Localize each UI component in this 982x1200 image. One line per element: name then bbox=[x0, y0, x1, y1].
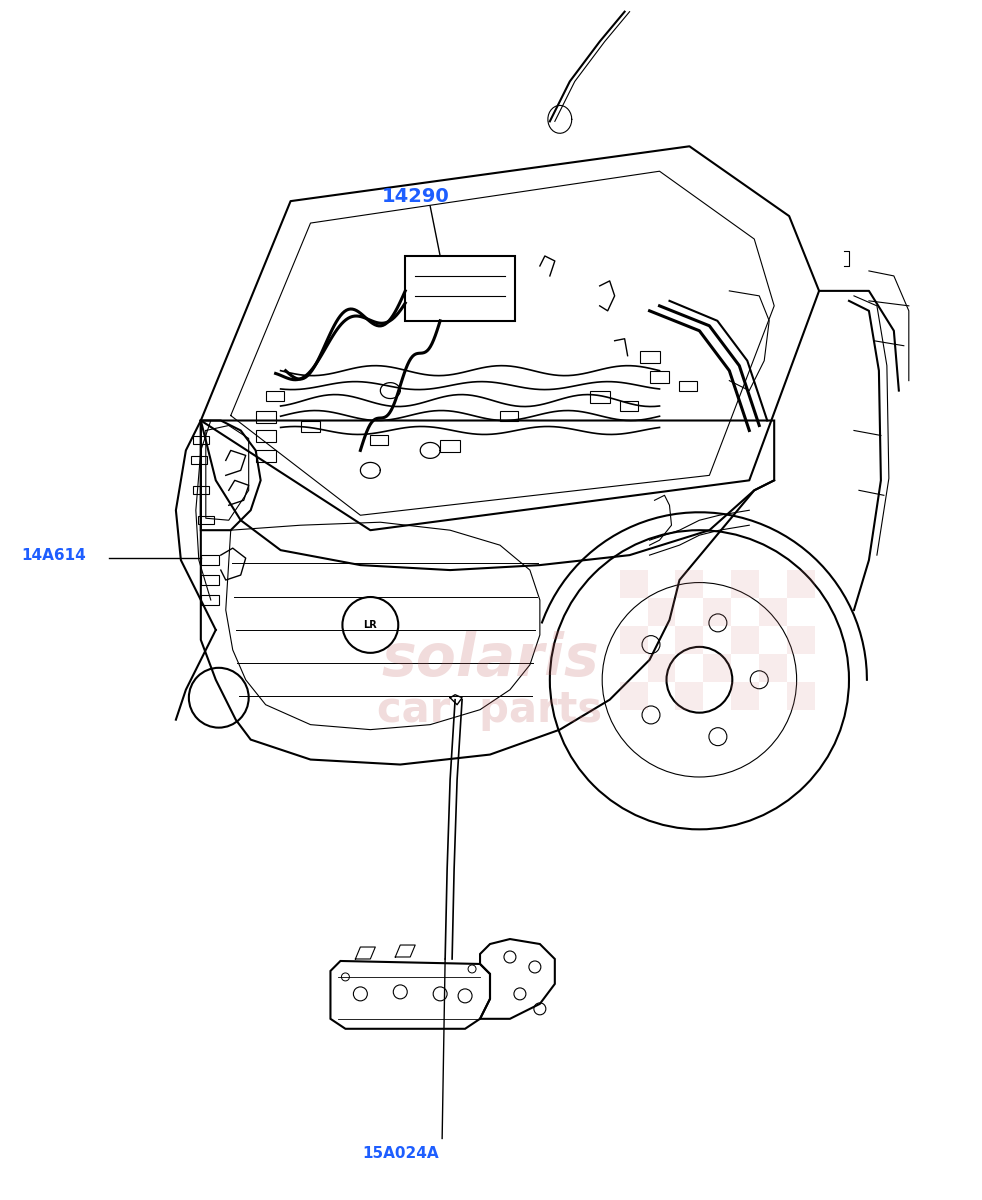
Bar bbox=[620, 570, 647, 598]
Bar bbox=[703, 654, 732, 682]
Text: 14A614: 14A614 bbox=[22, 547, 86, 563]
Bar bbox=[649, 371, 670, 383]
Bar bbox=[201, 556, 219, 565]
Bar bbox=[406, 256, 515, 320]
Bar bbox=[788, 682, 815, 709]
Bar bbox=[676, 682, 703, 709]
Bar bbox=[732, 570, 759, 598]
Bar bbox=[647, 598, 676, 626]
Text: 14290: 14290 bbox=[381, 187, 449, 205]
Text: solaris: solaris bbox=[381, 631, 599, 689]
Bar bbox=[191, 456, 207, 464]
Bar bbox=[266, 390, 284, 401]
Bar bbox=[620, 626, 647, 654]
Bar bbox=[201, 595, 219, 605]
Bar bbox=[788, 570, 815, 598]
Bar bbox=[620, 682, 647, 709]
Bar bbox=[680, 380, 697, 390]
Bar bbox=[732, 626, 759, 654]
Bar bbox=[620, 401, 637, 410]
Bar bbox=[370, 436, 388, 445]
Bar bbox=[255, 450, 276, 462]
Text: 15A024A: 15A024A bbox=[362, 1146, 439, 1160]
Bar bbox=[201, 575, 219, 586]
Bar bbox=[759, 598, 788, 626]
Bar bbox=[647, 654, 676, 682]
Bar bbox=[676, 626, 703, 654]
Bar bbox=[639, 350, 660, 362]
Bar bbox=[197, 516, 214, 524]
Bar bbox=[192, 486, 209, 494]
Bar bbox=[703, 598, 732, 626]
Bar bbox=[732, 682, 759, 709]
Bar bbox=[300, 420, 320, 432]
Bar bbox=[500, 410, 518, 420]
Bar bbox=[788, 626, 815, 654]
Text: car  parts: car parts bbox=[377, 689, 603, 731]
Bar bbox=[676, 570, 703, 598]
Bar bbox=[192, 437, 209, 444]
Bar bbox=[440, 440, 461, 452]
Bar bbox=[255, 410, 276, 422]
Bar bbox=[590, 390, 610, 402]
Bar bbox=[759, 654, 788, 682]
Text: LR: LR bbox=[363, 620, 377, 630]
Bar bbox=[255, 431, 276, 443]
